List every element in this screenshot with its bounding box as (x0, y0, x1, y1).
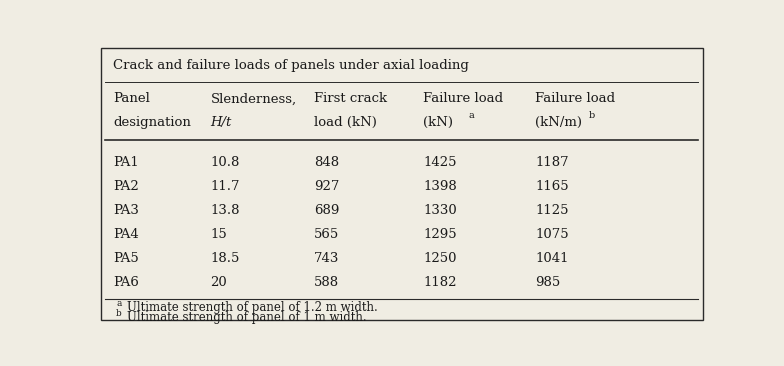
Text: 848: 848 (314, 156, 339, 169)
Text: 743: 743 (314, 251, 339, 265)
FancyBboxPatch shape (101, 48, 702, 320)
Text: b: b (116, 309, 122, 318)
Text: 588: 588 (314, 276, 339, 288)
Text: PA1: PA1 (113, 156, 139, 169)
Text: 10.8: 10.8 (210, 156, 240, 169)
Text: 1165: 1165 (535, 180, 569, 193)
Text: 1041: 1041 (535, 251, 569, 265)
Text: (kN/m): (kN/m) (535, 116, 583, 129)
Text: 1182: 1182 (423, 276, 456, 288)
Text: 15: 15 (210, 228, 227, 241)
Text: 1075: 1075 (535, 228, 569, 241)
Text: 1187: 1187 (535, 156, 569, 169)
Text: 985: 985 (535, 276, 561, 288)
Text: PA4: PA4 (113, 228, 139, 241)
Text: 11.7: 11.7 (210, 180, 240, 193)
Text: 565: 565 (314, 228, 339, 241)
Text: 1425: 1425 (423, 156, 456, 169)
Text: 13.8: 13.8 (210, 204, 240, 217)
Text: (kN): (kN) (423, 116, 453, 129)
Text: PA3: PA3 (113, 204, 139, 217)
Text: load (kN): load (kN) (314, 116, 376, 129)
Text: 1398: 1398 (423, 180, 457, 193)
Text: First crack: First crack (314, 92, 387, 105)
Text: Panel: Panel (113, 92, 150, 105)
Text: 927: 927 (314, 180, 339, 193)
Text: Failure load: Failure load (535, 92, 615, 105)
Text: designation: designation (113, 116, 191, 129)
Text: a: a (116, 299, 122, 308)
Text: 1295: 1295 (423, 228, 457, 241)
Text: Crack and failure loads of panels under axial loading: Crack and failure loads of panels under … (113, 59, 469, 72)
Text: b: b (588, 111, 594, 120)
Text: PA6: PA6 (113, 276, 139, 288)
Text: PA2: PA2 (113, 180, 139, 193)
Text: Ultimate strength of panel of 1 m width.: Ultimate strength of panel of 1 m width. (126, 311, 366, 324)
Text: Ultimate strength of panel of 1.2 m width.: Ultimate strength of panel of 1.2 m widt… (126, 301, 377, 314)
Text: a: a (469, 111, 474, 120)
Text: 1330: 1330 (423, 204, 457, 217)
Text: 18.5: 18.5 (210, 251, 240, 265)
Text: Failure load: Failure load (423, 92, 503, 105)
Text: H/t: H/t (210, 116, 232, 129)
Text: PA5: PA5 (113, 251, 139, 265)
Text: 1125: 1125 (535, 204, 569, 217)
Text: 689: 689 (314, 204, 339, 217)
Text: Slenderness,: Slenderness, (210, 92, 296, 105)
Text: 1250: 1250 (423, 251, 456, 265)
Text: 20: 20 (210, 276, 227, 288)
